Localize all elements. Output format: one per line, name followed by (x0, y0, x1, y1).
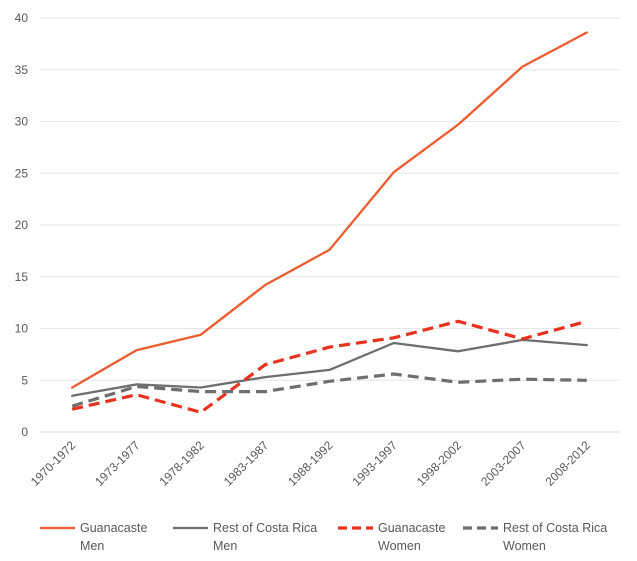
y-tick-label: 15 (15, 270, 29, 284)
y-tick-label: 5 (21, 373, 28, 387)
series-line-2 (71, 338, 588, 397)
x-tick-label: 1970-1972 (28, 438, 79, 489)
y-tick-label: 0 (21, 425, 28, 439)
legend-label: Women (378, 539, 421, 553)
y-tick-label: 20 (15, 218, 29, 232)
series-line-3 (71, 319, 588, 414)
legend-label: Guanacaste (378, 521, 445, 535)
x-axis-ticks: 1970-1972 1973-1977 1978-1982 1983-1987 1988… (28, 438, 593, 489)
x-tick-label: 1973-1977 (92, 438, 143, 489)
series-line-4 (71, 372, 587, 408)
legend-item-2: Rest of Costa Rica Men (173, 521, 317, 553)
legend-item-3: Guanacaste Women (338, 521, 445, 553)
legend-label: Rest of Costa Rica (503, 521, 607, 535)
legend-label: Rest of Costa Rica (213, 521, 317, 535)
y-axis-ticks: 0 5 10 15 20 25 30 35 40 (15, 11, 29, 439)
series-line-1 (71, 31, 588, 389)
y-tick-label: 25 (15, 166, 29, 180)
legend-item-1: Guanacaste Men (40, 521, 147, 553)
series-lines (71, 31, 588, 414)
x-tick-label: 1988-1992 (285, 438, 336, 489)
x-tick-label: 2003-2007 (478, 438, 529, 489)
x-tick-label: 1978-1982 (156, 438, 207, 489)
x-tick-label: 1998-2002 (414, 438, 465, 489)
legend-label: Men (80, 539, 104, 553)
legend-item-4: Rest of Costa Rica Women (463, 521, 607, 553)
y-tick-label: 35 (15, 63, 29, 77)
x-tick-label: 2008-2012 (542, 438, 593, 489)
x-tick-label: 1993-1997 (349, 438, 400, 489)
y-tick-label: 10 (15, 322, 29, 336)
y-tick-label: 30 (15, 115, 29, 129)
x-tick-label: 1983-1987 (221, 438, 272, 489)
legend-label: Men (213, 539, 237, 553)
gridlines (40, 17, 619, 433)
y-tick-label: 40 (15, 11, 29, 25)
legend-label: Guanacaste (80, 521, 147, 535)
legend-label: Women (503, 539, 546, 553)
